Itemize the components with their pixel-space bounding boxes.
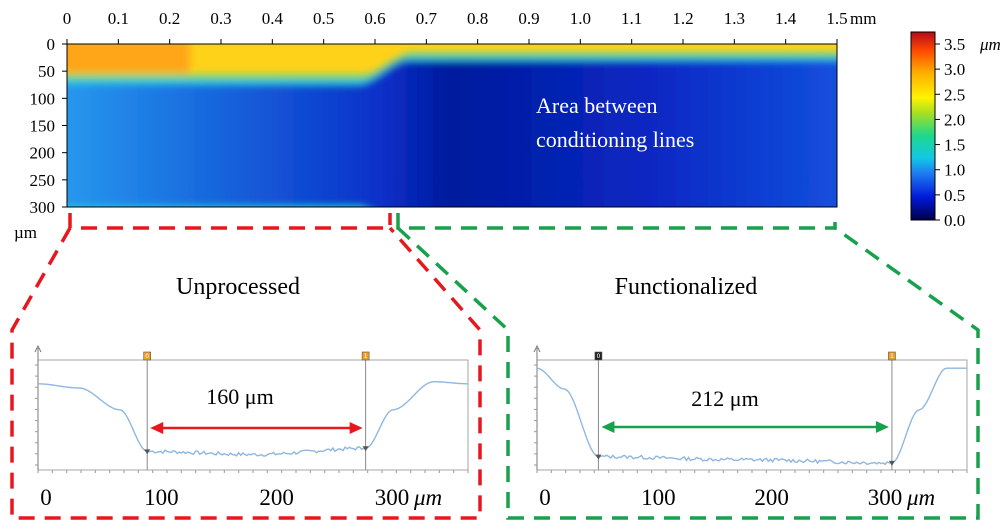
- heatmap-x-unit: mm: [850, 9, 876, 28]
- colorbar-tick-label: 2.0: [944, 110, 965, 129]
- profile-marker-flag: [888, 351, 896, 361]
- width-arrow-head-left: [601, 421, 615, 433]
- profile-x-tick-label: 300: [375, 485, 410, 510]
- profile-marker-triangle: [595, 454, 602, 460]
- profile-x-tick-label: 300: [868, 485, 903, 510]
- heatmap-y-tick-label: 300: [30, 198, 56, 217]
- colorbar-ticks: 3.5 3.0 2.5 2.0 1.5 1.0 0.5 0.0: [935, 35, 965, 230]
- heatmap-x-tick-label: 0.1: [108, 9, 129, 28]
- heatmap-x-tick-label: 0.8: [467, 9, 488, 28]
- heatmap-y-ticks: 0 50 100 150 200 250 300: [30, 35, 67, 217]
- heatmap-y-tick-label: 150: [30, 117, 56, 136]
- heatmap-x-tick-label: 0.3: [210, 9, 231, 28]
- colorbar-unit: μm: [979, 35, 1001, 54]
- profile-line: [38, 381, 468, 457]
- colorbar-tick-label: 2.5: [944, 85, 965, 104]
- unprocessed-profile-plot: 0 1 0 100 200 300 μm: [34, 344, 469, 510]
- profile-marker-triangle: [888, 460, 895, 466]
- heatmap-x-tick-label: 1.4: [775, 9, 797, 28]
- heatmap-y-tick-label: 50: [38, 62, 55, 81]
- profile-line: [536, 367, 967, 466]
- heatmap: [67, 44, 837, 207]
- functionalized-profile-plot: 0 1 0 100 200 300 μm: [533, 344, 968, 510]
- functionalized-title: Functionalized: [615, 274, 758, 300]
- profile-frame: [37, 359, 469, 471]
- heatmap-x-tick-label: 0.4: [262, 9, 284, 28]
- profile-marker-flag: [143, 351, 152, 361]
- profile-marker-triangle: [362, 446, 369, 452]
- profile-x-tick-label: 0: [539, 485, 551, 510]
- profile-x-tick-label: 0: [40, 485, 52, 510]
- heatmap-y-tick-label: 200: [30, 144, 56, 163]
- heatmap-x-tick-label: 0.6: [364, 9, 385, 28]
- heatmap-x-tick-label: 1.1: [621, 9, 642, 28]
- colorbar-tick-label: 3.0: [944, 60, 965, 79]
- heatmap-x-tick-label: 0.5: [313, 9, 334, 28]
- profile-x-tick-label: 200: [754, 485, 789, 510]
- unprocessed-width-annotation: 160 μm: [206, 384, 273, 409]
- heatmap-y-tick-label: 0: [47, 35, 56, 54]
- profile-marker-label: 1: [364, 353, 368, 360]
- heatmap-x-tick-label: 1.2: [672, 9, 693, 28]
- colorbar: [910, 31, 936, 221]
- heatmap-x-ticks: 0 0.1 0.2 0.3 0.4 0.5 0.6 0.7 0.8 0.9 1.0 1.1 1.2 1.3…: [63, 9, 876, 44]
- heatmap-annotation-line1: Area between: [536, 93, 658, 118]
- profile-x-unit: μm: [413, 485, 442, 510]
- heatmap-x-tick-label: 0.7: [416, 9, 438, 28]
- profile-y-axis-arrow: [34, 344, 42, 353]
- heatmap-y-unit: µm: [14, 223, 37, 242]
- heatmap-y-tick-label: 100: [30, 89, 56, 108]
- heatmap-annotation-line2: conditioning lines: [536, 127, 694, 152]
- heatmap-x-tick-label: 1.3: [724, 9, 745, 28]
- colorbar-tick-label: 0.0: [944, 211, 965, 230]
- colorbar-tick-label: 1.5: [944, 136, 965, 155]
- width-arrow-head-right: [875, 421, 889, 433]
- colorbar-tick-label: 1.0: [944, 161, 965, 180]
- profile-x-tick-label: 100: [144, 485, 179, 510]
- profile-marker-label: 0: [145, 353, 149, 360]
- unprocessed-zoom-outline: [10, 213, 482, 520]
- width-arrow-head-left: [150, 422, 164, 434]
- heatmap-x-tick-label: 0.2: [159, 9, 180, 28]
- profile-marker-label: 1: [890, 353, 894, 360]
- colorbar-tick-label: 0.5: [944, 186, 965, 205]
- heatmap-x-tick-label: 0.9: [518, 9, 539, 28]
- width-arrow-head-right: [349, 422, 363, 434]
- profile-x-unit: μm: [906, 485, 935, 510]
- unprocessed-title: Unprocessed: [176, 274, 300, 300]
- profile-marker-label: 0: [597, 353, 601, 360]
- heatmap-x-tick-label: 1.0: [570, 9, 591, 28]
- heatmap-x-tick-label: 0: [63, 9, 72, 28]
- functionalized-width-annotation: 212 μm: [691, 386, 758, 411]
- profile-y-axis-arrow: [533, 344, 541, 353]
- profile-marker-flag: [594, 351, 603, 361]
- profile-marker-flag: [361, 351, 370, 361]
- profile-x-tick-label: 100: [641, 485, 676, 510]
- functionalized-zoom-outline: [396, 213, 980, 520]
- heatmap-y-tick-label: 250: [30, 171, 56, 190]
- colorbar-tick-label: 3.5: [944, 35, 965, 54]
- heatmap-x-tick-label: 1.5: [826, 9, 847, 28]
- profile-x-tick-label: 200: [259, 485, 294, 510]
- profile-marker-triangle: [144, 449, 151, 455]
- profile-frame: [536, 359, 968, 471]
